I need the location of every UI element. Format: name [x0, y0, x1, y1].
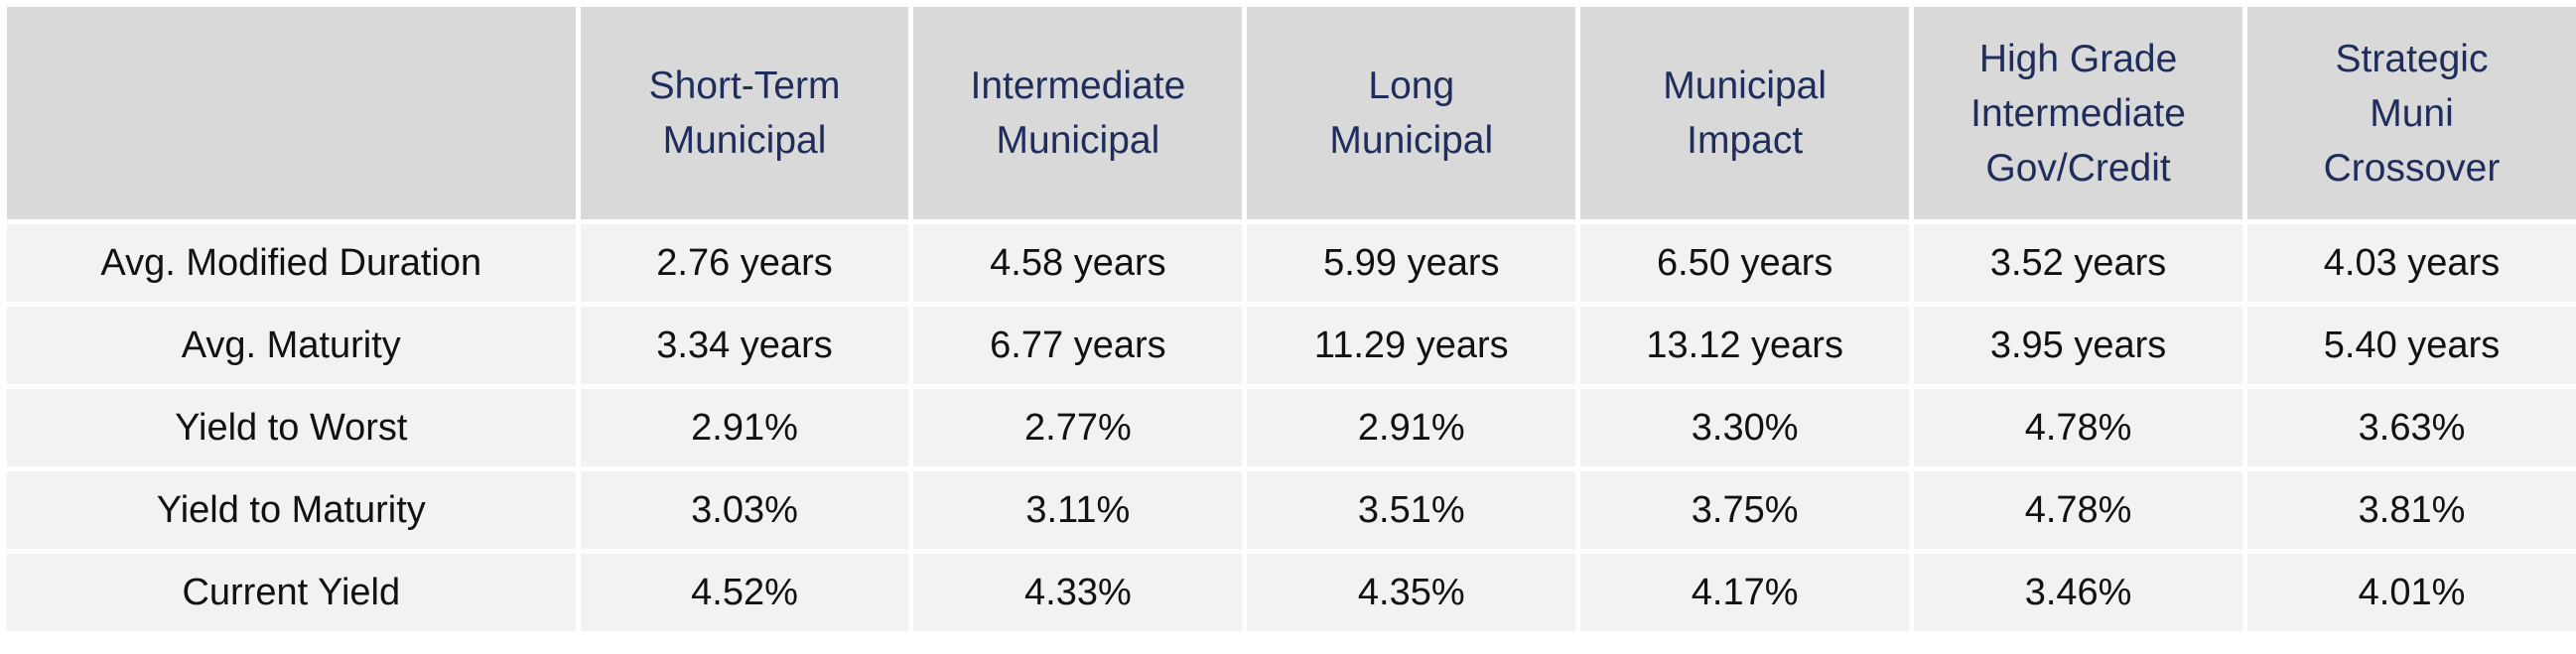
- column-header-line: Muni: [2370, 91, 2454, 135]
- table-cell: 4.52%: [580, 554, 909, 631]
- table-row-avg-modified-duration: Avg. Modified Duration 2.76 years 4.58 y…: [7, 224, 2576, 302]
- table-cell: 3.81%: [2247, 471, 2576, 549]
- column-header-line: Intermediate: [970, 65, 1186, 107]
- row-label: Current Yield: [7, 554, 576, 631]
- column-header-line: High Grade: [1978, 37, 2178, 80]
- table-cell: 3.03%: [580, 471, 909, 549]
- table-cell: 2.76 years: [580, 224, 909, 302]
- table-cell: 4.01%: [2247, 554, 2576, 631]
- table-cell: 5.99 years: [1247, 224, 1576, 302]
- column-header-line: Gov/Credit: [1985, 146, 2171, 190]
- column-header-line: Crossover: [2323, 146, 2501, 190]
- column-header-line: Long: [1368, 65, 1455, 107]
- row-label: Yield to Maturity: [7, 471, 576, 549]
- table-cell: 4.58 years: [913, 224, 1243, 302]
- table-cell: 6.77 years: [913, 307, 1243, 384]
- table-cell: 3.30%: [1580, 389, 1910, 466]
- column-header-long-municipal: Long Municipal: [1247, 7, 1576, 219]
- table-cell: 2.77%: [913, 389, 1243, 466]
- table-cell: 3.95 years: [1914, 307, 2243, 384]
- table-cell: 4.35%: [1247, 554, 1576, 631]
- column-header-short-term-municipal: Short-Term Municipal: [580, 7, 909, 219]
- column-header-intermediate-municipal: Intermediate Municipal: [913, 7, 1243, 219]
- table-row-current-yield: Current Yield 4.52% 4.33% 4.35% 4.17% 3.…: [7, 554, 2576, 631]
- table-row-avg-maturity: Avg. Maturity 3.34 years 6.77 years 11.2…: [7, 307, 2576, 384]
- table-cell: 2.91%: [1247, 389, 1576, 466]
- column-header-line: Intermediate: [1970, 91, 2186, 135]
- table-cell: 13.12 years: [1580, 307, 1910, 384]
- table-cell: 4.78%: [1914, 389, 2243, 466]
- column-header-line: Strategic: [2335, 37, 2489, 80]
- table-cell: 3.34 years: [580, 307, 909, 384]
- header-corner-cell: [7, 7, 576, 219]
- column-header-high-grade-intermediate-gov-credit: High Grade Intermediate Gov/Credit: [1914, 7, 2243, 219]
- table-cell: 3.46%: [1914, 554, 2243, 631]
- column-header-strategic-muni-crossover: Strategic Muni Crossover: [2247, 7, 2576, 219]
- column-header-municipal-impact: Municipal Impact: [1580, 7, 1910, 219]
- column-header-line: Municipal: [1329, 119, 1494, 162]
- table-row-yield-to-maturity: Yield to Maturity 3.03% 3.11% 3.51% 3.75…: [7, 471, 2576, 549]
- fund-characteristics-table: Short-Term Municipal Intermediate Munici…: [2, 2, 2576, 636]
- table-cell: 3.11%: [913, 471, 1243, 549]
- table-cell: 4.78%: [1914, 471, 2243, 549]
- table-cell: 3.63%: [2247, 389, 2576, 466]
- table-cell: 11.29 years: [1247, 307, 1576, 384]
- row-label: Avg. Maturity: [7, 307, 576, 384]
- row-label: Avg. Modified Duration: [7, 224, 576, 302]
- table-cell: 3.75%: [1580, 471, 1910, 549]
- table-cell: 3.52 years: [1914, 224, 2243, 302]
- column-header-line: Municipal: [1663, 65, 1828, 107]
- column-header-line: Municipal: [996, 119, 1160, 162]
- column-header-line: Municipal: [662, 119, 827, 162]
- table-cell: 2.91%: [580, 389, 909, 466]
- header-row: Short-Term Municipal Intermediate Munici…: [7, 7, 2576, 219]
- table-cell: 6.50 years: [1580, 224, 1910, 302]
- row-label: Yield to Worst: [7, 389, 576, 466]
- column-header-line: Short-Term: [648, 65, 841, 107]
- column-header-line: Impact: [1687, 119, 1804, 162]
- table-cell: 4.03 years: [2247, 224, 2576, 302]
- table-cell: 5.40 years: [2247, 307, 2576, 384]
- table-header: Short-Term Municipal Intermediate Munici…: [7, 7, 2576, 219]
- table-cell: 4.17%: [1580, 554, 1910, 631]
- table-body: Avg. Modified Duration 2.76 years 4.58 y…: [7, 224, 2576, 631]
- table-cell: 3.51%: [1247, 471, 1576, 549]
- table-cell: 4.33%: [913, 554, 1243, 631]
- table-row-yield-to-worst: Yield to Worst 2.91% 2.77% 2.91% 3.30% 4…: [7, 389, 2576, 466]
